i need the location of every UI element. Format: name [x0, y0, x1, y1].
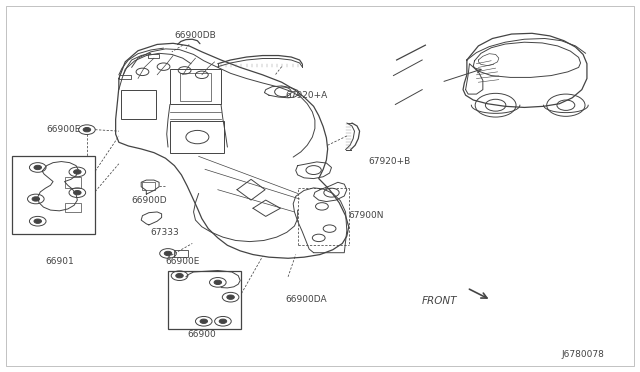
- Circle shape: [176, 273, 183, 278]
- Bar: [12, 156, 95, 234]
- Bar: [148, 54, 159, 58]
- Text: 66900D: 66900D: [132, 196, 167, 205]
- Text: 66900: 66900: [188, 330, 216, 340]
- Circle shape: [34, 219, 42, 223]
- Circle shape: [164, 251, 172, 256]
- Bar: [65, 177, 81, 188]
- Text: 66900E: 66900E: [166, 257, 200, 266]
- Bar: [143, 182, 156, 190]
- Text: FRONT: FRONT: [422, 296, 458, 306]
- Circle shape: [83, 128, 91, 132]
- Text: 67333: 67333: [151, 228, 179, 237]
- Bar: [168, 271, 241, 329]
- Bar: [170, 121, 224, 153]
- Text: 66900DB: 66900DB: [175, 31, 216, 41]
- Text: 67920+A: 67920+A: [285, 91, 327, 100]
- Circle shape: [32, 197, 40, 201]
- Circle shape: [74, 190, 81, 195]
- Bar: [120, 75, 131, 78]
- Circle shape: [34, 165, 42, 170]
- Bar: [179, 73, 211, 101]
- Circle shape: [74, 170, 81, 174]
- Circle shape: [214, 280, 221, 285]
- Bar: [170, 69, 221, 105]
- Bar: [65, 203, 81, 212]
- Text: J6780078: J6780078: [561, 350, 604, 359]
- Circle shape: [219, 319, 227, 323]
- Text: 67900N: 67900N: [349, 211, 384, 220]
- Text: 67920+B: 67920+B: [368, 157, 410, 166]
- Circle shape: [227, 295, 234, 299]
- Bar: [121, 90, 156, 119]
- Text: 66901: 66901: [45, 257, 74, 266]
- Text: 66900E: 66900E: [47, 125, 81, 134]
- Bar: [174, 250, 188, 257]
- Circle shape: [200, 319, 207, 323]
- Text: 66900DA: 66900DA: [285, 295, 326, 304]
